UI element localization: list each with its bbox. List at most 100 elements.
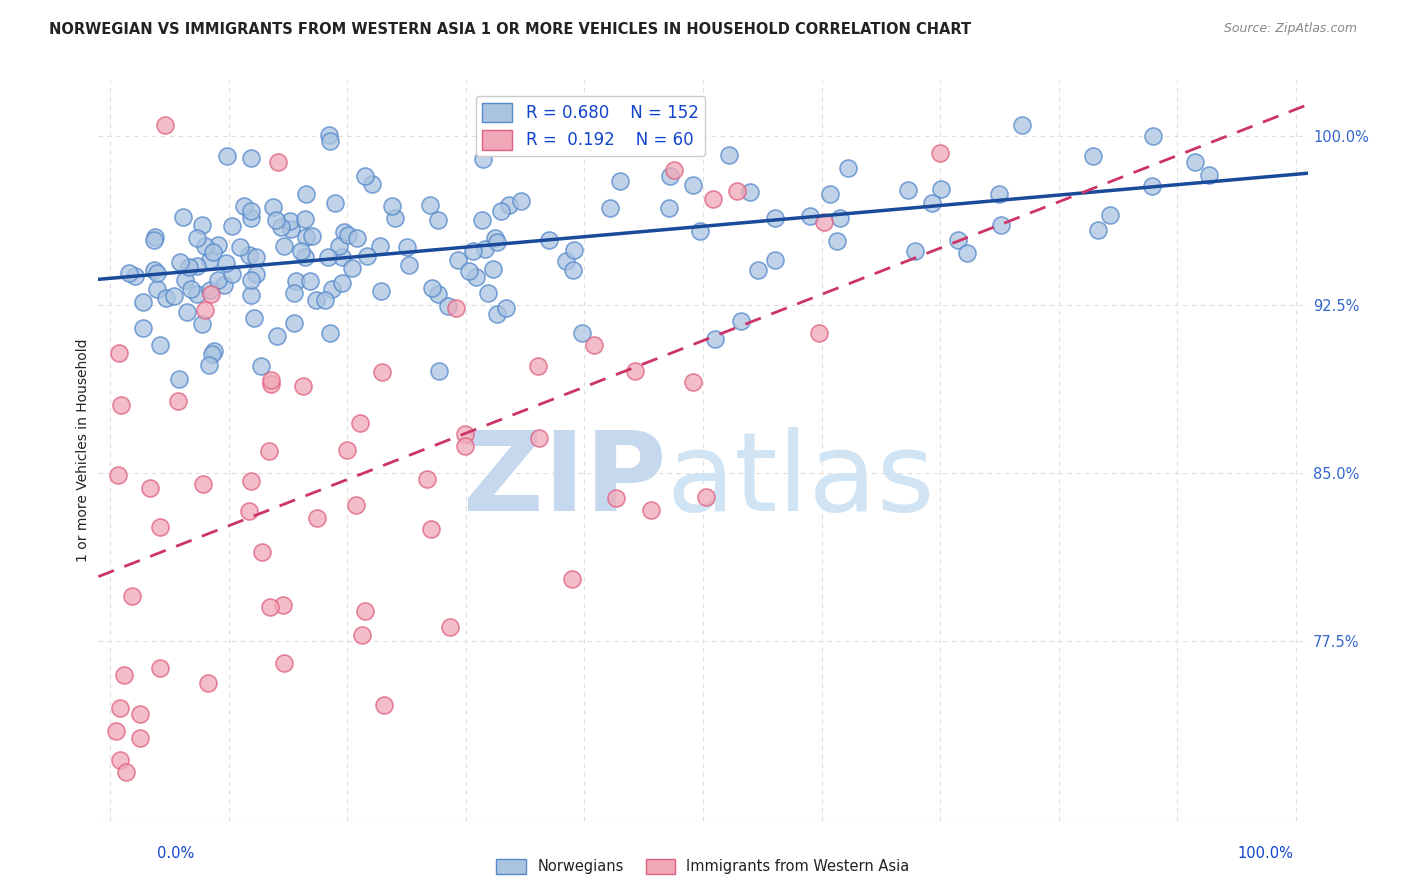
Point: [346, 231, 368, 245]
Point: [738, 186, 761, 200]
Point: [294, 250, 316, 264]
Point: [169, 255, 191, 269]
Point: [1087, 223, 1109, 237]
Point: [108, 753, 131, 767]
Point: [149, 338, 172, 352]
Point: [571, 326, 593, 340]
Point: [294, 211, 316, 226]
Point: [155, 291, 177, 305]
Point: [695, 490, 717, 504]
Point: [173, 273, 195, 287]
Point: [897, 183, 920, 197]
Point: [273, 598, 295, 612]
Point: [471, 212, 494, 227]
Point: [336, 442, 359, 457]
Point: [132, 294, 155, 309]
Point: [153, 118, 176, 132]
Point: [191, 317, 214, 331]
Point: [314, 293, 336, 307]
Point: [384, 211, 406, 226]
Point: [240, 273, 263, 287]
Point: [485, 307, 508, 321]
Point: [454, 439, 477, 453]
Point: [132, 320, 155, 334]
Point: [349, 416, 371, 430]
Point: [498, 198, 520, 212]
Text: ZIP: ZIP: [464, 426, 666, 533]
Point: [264, 212, 287, 227]
Point: [340, 260, 363, 275]
Point: [245, 250, 267, 264]
Point: [471, 152, 494, 166]
Point: [356, 249, 378, 263]
Point: [259, 599, 281, 614]
Point: [232, 199, 254, 213]
Point: [299, 274, 322, 288]
Point: [319, 134, 342, 148]
Y-axis label: 1 or more Vehicles in Household: 1 or more Vehicles in Household: [76, 339, 90, 562]
Point: [420, 281, 443, 295]
Point: [419, 522, 441, 536]
Point: [484, 231, 506, 245]
Point: [828, 211, 851, 225]
Point: [718, 148, 741, 162]
Point: [295, 230, 318, 244]
Point: [929, 182, 952, 196]
Point: [201, 347, 224, 361]
Point: [1142, 129, 1164, 144]
Point: [207, 237, 229, 252]
Point: [163, 288, 186, 302]
Point: [837, 161, 859, 176]
Point: [266, 328, 288, 343]
Point: [1198, 168, 1220, 182]
Point: [273, 656, 295, 670]
Point: [267, 154, 290, 169]
Point: [197, 675, 219, 690]
Point: [283, 316, 305, 330]
Text: 0.0%: 0.0%: [157, 846, 194, 861]
Point: [350, 628, 373, 642]
Point: [180, 282, 202, 296]
Point: [295, 187, 318, 202]
Point: [321, 282, 343, 296]
Point: [284, 274, 307, 288]
Point: [172, 210, 194, 224]
Point: [149, 661, 172, 675]
Point: [278, 214, 301, 228]
Point: [682, 376, 704, 390]
Point: [198, 283, 221, 297]
Point: [204, 343, 226, 358]
Point: [1140, 178, 1163, 193]
Point: [956, 245, 979, 260]
Point: [257, 443, 280, 458]
Point: [527, 431, 550, 445]
Point: [118, 266, 141, 280]
Point: [1184, 155, 1206, 169]
Point: [239, 211, 262, 225]
Point: [929, 146, 952, 161]
Point: [446, 301, 468, 315]
Point: [987, 186, 1010, 201]
Point: [292, 378, 315, 392]
Point: [662, 163, 685, 178]
Point: [419, 198, 441, 212]
Point: [583, 338, 606, 352]
Point: [330, 251, 353, 265]
Point: [370, 365, 392, 379]
Point: [333, 225, 356, 239]
Point: [124, 268, 146, 283]
Point: [262, 200, 284, 214]
Point: [166, 393, 188, 408]
Text: atlas: atlas: [666, 426, 935, 533]
Point: [990, 218, 1012, 232]
Point: [813, 215, 835, 229]
Point: [609, 174, 631, 188]
Point: [704, 332, 727, 346]
Point: [105, 723, 128, 738]
Point: [145, 282, 167, 296]
Point: [110, 398, 132, 412]
Point: [198, 252, 221, 267]
Point: [1011, 118, 1033, 132]
Text: 100.0%: 100.0%: [1237, 846, 1294, 861]
Point: [108, 701, 131, 715]
